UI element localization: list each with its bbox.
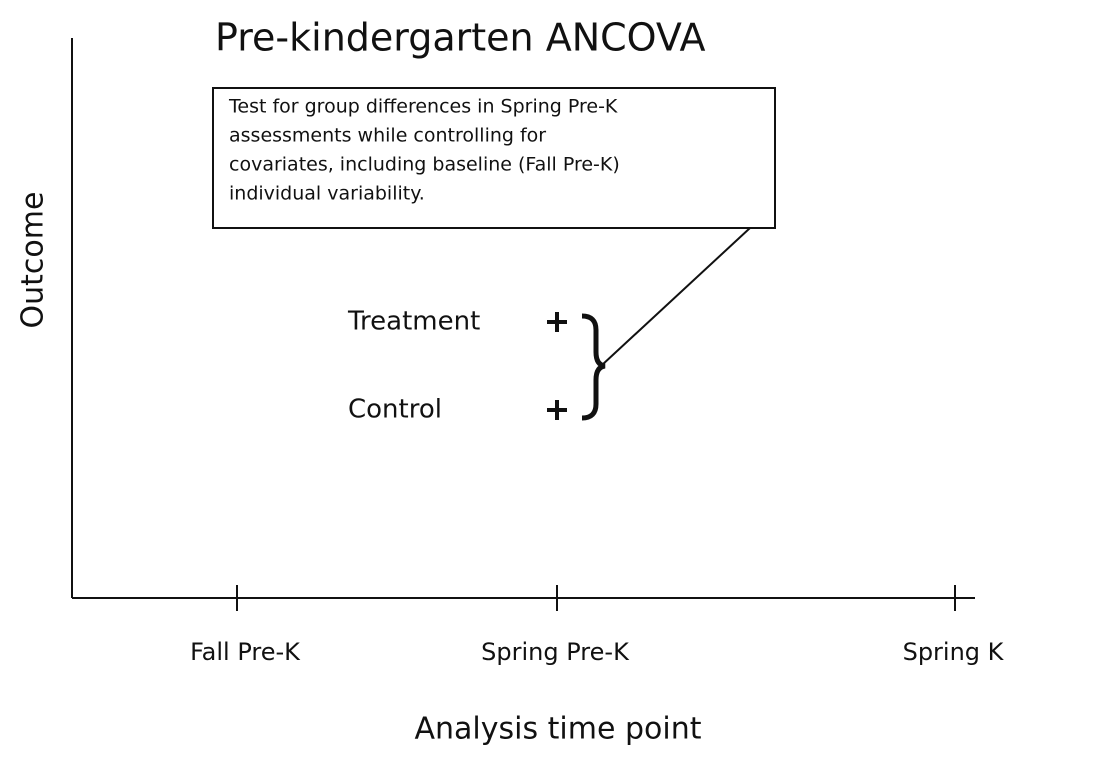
time-point-label: Spring Pre-K [481, 638, 630, 666]
brace [581, 313, 606, 421]
annotation-line: Test for group differences in Spring Pre… [228, 96, 618, 118]
group-mean-marker [547, 400, 567, 420]
group-mean-marker [547, 312, 567, 332]
annotation-line: assessments while controlling for [229, 125, 546, 147]
title: Pre-kindergarten ANCOVA [215, 16, 705, 60]
group-label: Treatment [347, 307, 480, 337]
time-point-label: Spring K [903, 638, 1005, 666]
connector [601, 227, 751, 366]
group-label: Control [348, 395, 442, 425]
annotation-line: individual variability. [229, 183, 425, 205]
x-axis-label: Analysis time point [415, 712, 702, 747]
y-axis-label: Outcome [16, 192, 51, 329]
annotation-line: covariates, including baseline (Fall Pre… [229, 154, 620, 176]
annotation-box [212, 87, 776, 229]
time-point-label: Fall Pre-K [190, 638, 301, 666]
